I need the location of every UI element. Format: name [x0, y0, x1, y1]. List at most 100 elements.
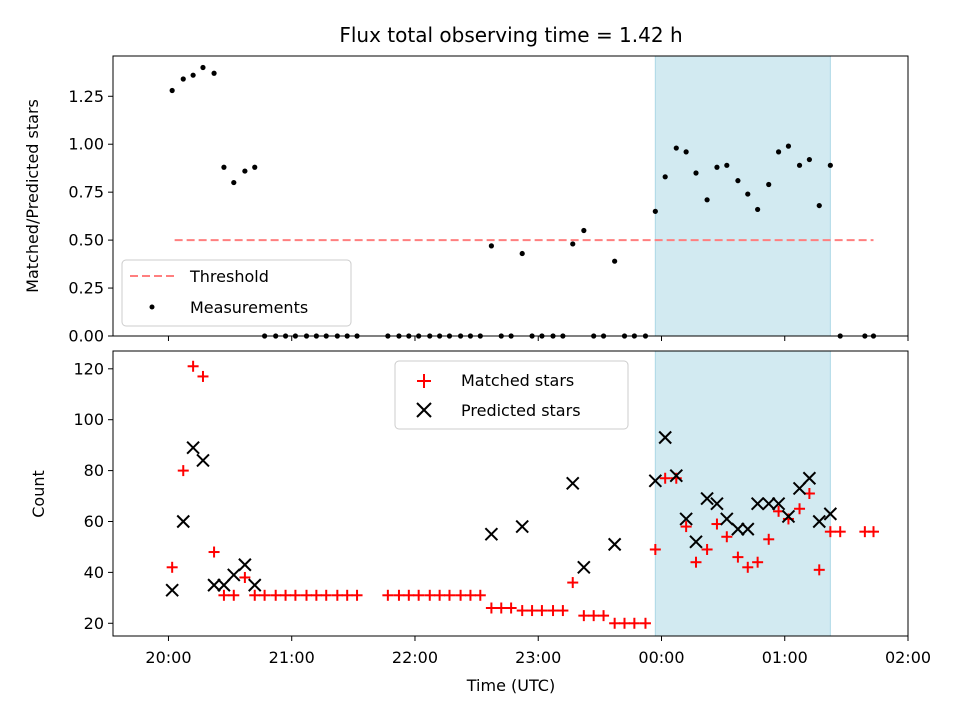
x-tick-label: 00:00: [638, 648, 684, 667]
matched-star-point: [578, 610, 590, 622]
bottom-y-tick-label: 80: [84, 461, 104, 480]
measurement-point: [169, 87, 175, 94]
matched-star-point: [721, 531, 733, 543]
top-highlight-span: [654, 55, 831, 337]
matched-star-point: [834, 526, 846, 538]
measurement-point: [693, 170, 699, 176]
matched-star-point: [393, 589, 405, 601]
bottom-legend-box: [394, 360, 629, 430]
x-tick-label: 02:00: [885, 648, 931, 667]
predicted-star-point: [689, 535, 703, 549]
predicted-star-point: [227, 568, 241, 582]
matched-star-point: [331, 589, 343, 601]
predicted-star-point: [248, 578, 262, 592]
matched-star-point: [867, 526, 879, 538]
matched-star-point: [434, 589, 446, 601]
matched-star-point: [197, 370, 209, 382]
threshold-legend-label: Threshold: [189, 267, 269, 286]
predicted-star-point: [679, 512, 693, 526]
matched-star-point: [649, 543, 661, 555]
measurement-point: [724, 162, 730, 168]
bottom-legend: Matched stars Predicted stars: [394, 360, 629, 430]
top-y-tick-label: 0.75: [68, 183, 104, 202]
matched-star-point: [742, 561, 754, 573]
matched-star-point: [259, 589, 271, 601]
predicted-star-point: [771, 496, 786, 511]
matched-star-point: [382, 589, 394, 601]
matched-star-point: [301, 589, 313, 601]
measurement-point: [488, 243, 494, 249]
measurement-point: [581, 227, 587, 234]
measurement-point: [662, 174, 668, 180]
top-axes-frame: [112, 55, 909, 337]
matched-star-point: [588, 610, 600, 622]
matched-legend-swatch: [417, 374, 431, 388]
predicted-star-point: [648, 474, 663, 488]
matched-star-point: [310, 589, 322, 601]
measurement-point: [714, 164, 720, 170]
matched-star-point: [763, 533, 775, 545]
measurement-point: [652, 208, 658, 214]
predicted-star-point: [792, 481, 807, 496]
matched-star-point: [824, 526, 836, 538]
predicted-legend-swatch: [416, 402, 432, 418]
top-y-tick-label: 0.25: [68, 279, 104, 298]
measurement-point: [796, 162, 803, 168]
matched-star-point: [516, 605, 528, 617]
matched-star-point: [443, 589, 455, 601]
x-tick-label: 23:00: [515, 648, 561, 667]
top-y-axis-label: Matched/Predicted stars: [23, 99, 42, 293]
predicted-star-points: [165, 430, 838, 597]
matched-star-point: [794, 503, 806, 515]
top-y-tick-label: 1.00: [68, 135, 104, 154]
x-tick-label: 01:00: [762, 648, 808, 667]
measurement-point: [180, 76, 186, 82]
measurement-point: [704, 197, 710, 203]
measurement-point: [231, 179, 237, 186]
top-y-tick-label: 0.50: [68, 231, 104, 250]
predicted-star-point: [207, 578, 221, 592]
matched-star-point: [341, 589, 353, 601]
bottom-y-tick-label: 100: [73, 410, 104, 429]
measurement-point: [200, 64, 206, 71]
top-panel: 0.00 0.25 0.50 0.75 1.00 1.25 Matched/Predict…: [23, 55, 909, 346]
predicted-star-point: [823, 507, 838, 521]
bottom-x-ticks: 20:00 21:00 22:00 23:00 00:00 01:00 02:00: [145, 636, 931, 667]
top-legend-box: [121, 259, 352, 327]
predicted-star-point: [186, 440, 200, 455]
x-axis-label: Time (UTC): [466, 676, 555, 695]
predicted-star-point: [802, 471, 817, 485]
predicted-star-point: [812, 514, 826, 529]
matched-star-point: [659, 472, 671, 484]
matched-star-point: [166, 561, 178, 573]
x-tick-label: 22:00: [392, 648, 438, 667]
matched-star-point: [218, 589, 230, 601]
predicted-star-point: [731, 522, 745, 536]
top-x-ticks: [167, 336, 909, 341]
matched-star-point: [280, 589, 292, 601]
x-tick-label: 21:00: [269, 648, 315, 667]
predicted-star-point: [700, 491, 714, 506]
top-y-tick-label: 1.25: [68, 87, 104, 106]
bottom-y-tick-label: 40: [84, 563, 104, 582]
predicted-star-point: [669, 468, 683, 483]
matched-star-point: [495, 602, 507, 614]
matched-star-point: [505, 602, 517, 614]
measurement-point: [816, 202, 822, 209]
measurement-point: [519, 250, 525, 257]
matched-star-point: [424, 589, 436, 601]
predicted-star-point: [710, 496, 724, 511]
matched-star-point: [567, 577, 579, 589]
predicted-star-point: [217, 578, 231, 592]
measurement-point: [612, 258, 618, 264]
matched-star-point: [485, 602, 497, 614]
matched-star-point: [187, 360, 199, 372]
measurement-point: [242, 168, 248, 174]
measurement-point: [775, 149, 782, 155]
predicted-star-point: [176, 514, 190, 529]
measurement-point: [827, 162, 833, 168]
matched-star-point: [270, 589, 282, 601]
matched-star-point: [732, 551, 744, 563]
top-legend: Threshold Measurements: [121, 259, 352, 327]
